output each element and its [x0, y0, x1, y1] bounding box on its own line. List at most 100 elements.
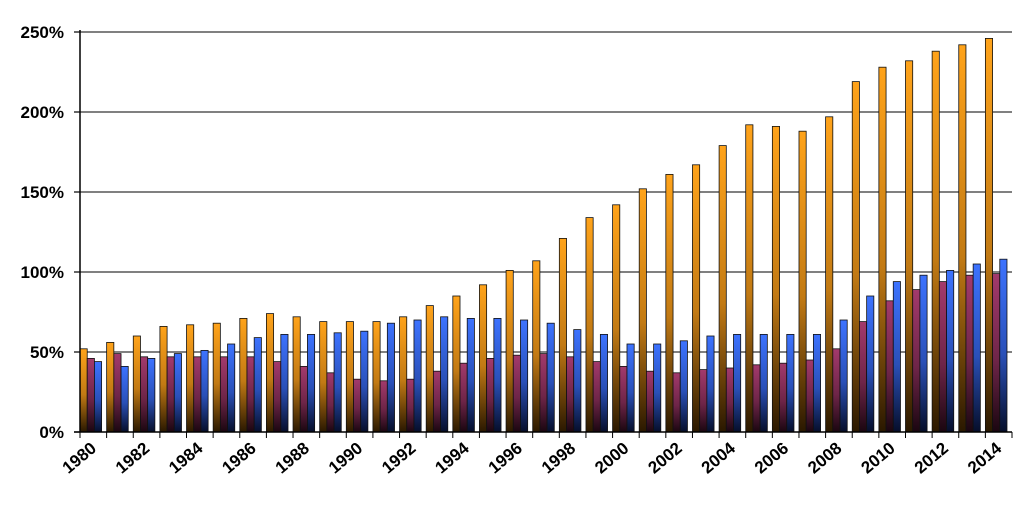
- bar-series-2-1996: [512, 354, 521, 433]
- bar-series-2-1995: [486, 357, 495, 433]
- bar-series-1-1992: [399, 316, 408, 433]
- bar-series-1-2009: [851, 81, 860, 433]
- bar-series-2-2007: [805, 359, 814, 433]
- bar-series-1-2011: [905, 60, 914, 433]
- bar-series-2-2001: [646, 370, 655, 433]
- x-tick-label: 1990: [325, 439, 366, 478]
- bar-series-3-1993: [440, 316, 449, 433]
- bar-series-2-1992: [406, 378, 415, 433]
- x-tick-label: 2006: [751, 439, 792, 478]
- bar-series-1-1985: [212, 322, 221, 433]
- bar-series-2-1999: [592, 361, 601, 433]
- bar-series-2-2002: [672, 372, 681, 433]
- x-tick-label: 2008: [804, 439, 845, 478]
- x-tick-label: 2002: [645, 439, 686, 478]
- bar-series-2-1985: [219, 356, 228, 433]
- bar-series-3-1999: [599, 333, 608, 433]
- bar-series-2-2008: [832, 348, 841, 433]
- bar-series-3-2003: [706, 335, 715, 433]
- bar-series-2-2013: [965, 274, 974, 433]
- bar-series-2-2009: [859, 321, 868, 433]
- x-tick-label: 2004: [698, 438, 740, 477]
- x-tick-label: 1982: [112, 439, 153, 478]
- bar-series-1-1999: [585, 217, 594, 433]
- bar-series-3-2001: [653, 343, 662, 433]
- bar-series-1-2004: [718, 145, 727, 433]
- bar-series-2-1981: [113, 353, 122, 433]
- y-tick-label: 100%: [21, 263, 64, 282]
- bar-series-2-1990: [353, 378, 362, 433]
- bar-series-2-1980: [86, 357, 95, 433]
- bar-series-3-1996: [520, 319, 529, 433]
- axes: [74, 30, 1013, 438]
- y-tick-label: 200%: [21, 103, 64, 122]
- bar-series-1-1997: [532, 260, 541, 433]
- bar-series-1-2003: [692, 164, 701, 433]
- bar-series-3-2004: [733, 333, 742, 433]
- bar-series-2-2000: [619, 365, 628, 433]
- x-axis-labels: 1980 1982 1984 1986 1988 1990 1992 1994 1996 1998…: [59, 438, 1006, 477]
- bar-series-2-1994: [459, 362, 468, 433]
- x-tick-label: 2012: [911, 439, 952, 478]
- bar-series-1-1981: [106, 341, 115, 433]
- bar-series-3-1981: [120, 365, 129, 433]
- x-tick-label: 1996: [485, 439, 526, 478]
- bar-series-2-1983: [166, 356, 175, 433]
- x-tick-label: 1992: [378, 439, 419, 478]
- x-tick-label: 1994: [431, 438, 473, 477]
- bar-series-1-1982: [132, 335, 141, 433]
- bar-series-3-2007: [812, 333, 821, 433]
- x-tick-label: 2000: [591, 439, 632, 478]
- y-tick-label: 50%: [30, 343, 64, 362]
- bar-series-1-2010: [878, 66, 887, 433]
- bar-series-1-1987: [266, 313, 275, 433]
- bar-series-3-2008: [839, 319, 848, 433]
- bar-series-1-2000: [612, 204, 621, 433]
- bar-series-1-2008: [825, 116, 834, 433]
- bar-series-2-1987: [273, 361, 282, 433]
- bar-series-2-2010: [885, 300, 894, 433]
- bar-series-1-1989: [319, 321, 328, 433]
- bar-series-1-2005: [745, 124, 754, 433]
- bar-series-1-1988: [292, 316, 301, 433]
- bar-series-3-2013: [972, 263, 981, 433]
- bar-series-2-1997: [539, 353, 548, 433]
- bar-series-3-2011: [919, 274, 928, 433]
- bar-series-2-1998: [566, 356, 575, 433]
- bar-series-3-1987: [280, 333, 289, 433]
- bar-series-1-1980: [79, 348, 88, 433]
- bar-series-2-2004: [725, 367, 734, 433]
- bar-series-3-1997: [546, 322, 555, 433]
- bar-series-3-1992: [413, 319, 422, 433]
- bar-series-1-2013: [958, 44, 967, 433]
- bar-series-2-2006: [779, 362, 788, 433]
- bar-series-1-1984: [186, 324, 195, 433]
- bar-series-2-1988: [299, 365, 308, 433]
- x-tick-label: 2010: [858, 439, 899, 478]
- bar-series-3-2005: [759, 333, 768, 433]
- x-tick-label: 1988: [272, 439, 313, 478]
- bar-series-1-2007: [798, 130, 807, 433]
- x-tick-label: 2014: [964, 438, 1006, 477]
- bar-series-1-1995: [479, 284, 488, 433]
- bar-series-3-1991: [386, 322, 395, 433]
- bar-series-1-1986: [239, 317, 248, 433]
- bar-series-1-2002: [665, 173, 674, 433]
- bar-series-1-2014: [984, 38, 993, 433]
- bar-series-3-1982: [147, 357, 156, 433]
- bar-series-3-2006: [786, 333, 795, 433]
- bar-series-2-1986: [246, 356, 255, 433]
- bar-series-3-1984: [200, 349, 209, 433]
- bar-series-1-2001: [638, 188, 647, 433]
- x-tick-label: 1986: [218, 439, 259, 478]
- bar-series-2-2011: [912, 289, 921, 433]
- bar-series-3-1983: [173, 353, 182, 433]
- bar-series-1-1994: [452, 295, 461, 433]
- bar-series-3-1980: [94, 361, 103, 433]
- y-tick-label: 150%: [21, 183, 64, 202]
- bar-series-2-1989: [326, 372, 335, 433]
- bar-series-1-2012: [931, 50, 940, 433]
- bar-series-3-1990: [360, 330, 369, 433]
- x-tick-label: 1980: [59, 439, 100, 478]
